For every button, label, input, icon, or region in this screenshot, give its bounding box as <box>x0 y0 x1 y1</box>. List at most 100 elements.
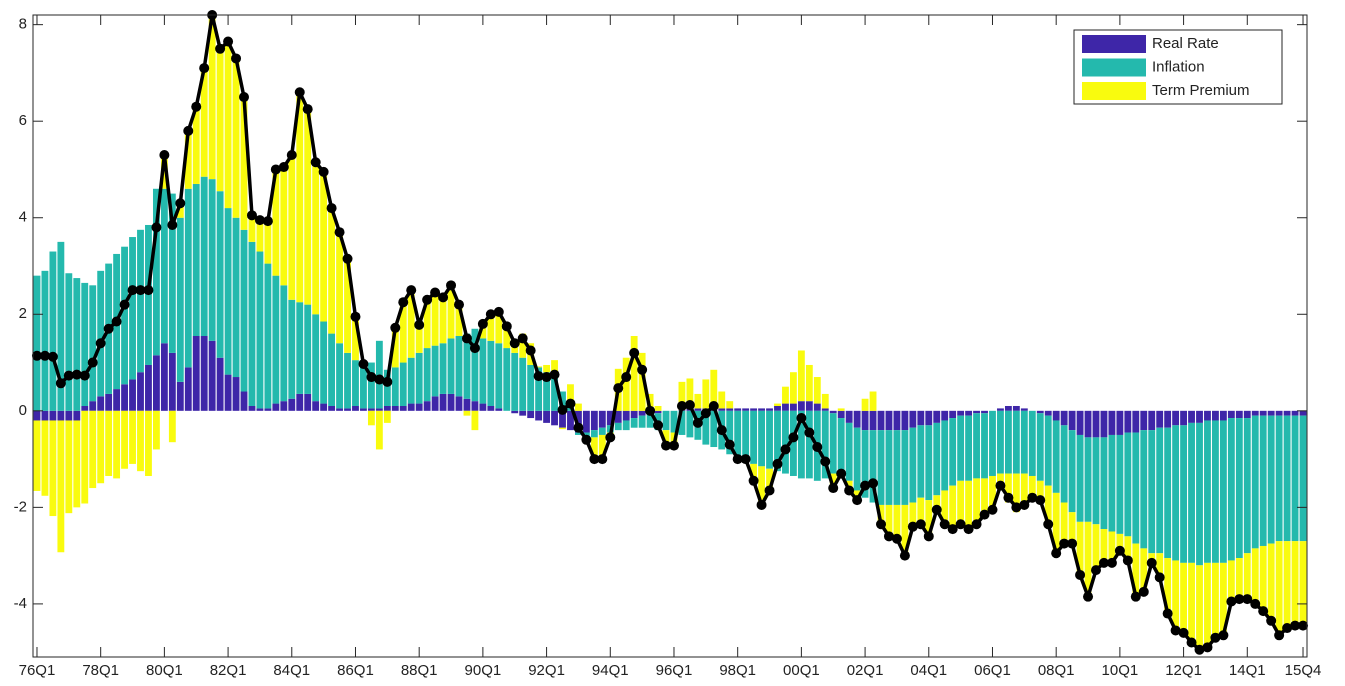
bar-segment <box>575 410 582 433</box>
bar-segment <box>431 292 439 346</box>
total-point <box>1178 627 1189 638</box>
total-point <box>422 294 433 305</box>
total-point <box>597 454 608 465</box>
bar-segment <box>606 410 614 426</box>
bar-segment <box>686 378 694 409</box>
total-point <box>167 219 178 230</box>
bar-segment <box>495 311 503 344</box>
bar-segment <box>957 410 965 416</box>
bar-segment <box>598 410 606 428</box>
bar-segment <box>415 403 423 411</box>
total-point <box>740 454 751 465</box>
bar-segment <box>1156 427 1164 554</box>
total-point <box>565 398 576 409</box>
bar-segment <box>861 430 869 498</box>
bar-segment <box>439 343 447 394</box>
x-tick-label: 82Q1 <box>210 662 247 679</box>
total-point <box>55 378 66 389</box>
bar-segment <box>805 410 813 479</box>
bar-segment <box>336 232 343 344</box>
bar-segment <box>551 410 558 426</box>
bar-segment <box>877 410 885 431</box>
total-point <box>804 427 815 438</box>
bar-segment <box>232 217 240 378</box>
bar-segment <box>1283 541 1291 629</box>
bar-segment <box>137 229 144 373</box>
bar-segment <box>877 430 885 505</box>
total-point <box>955 519 966 530</box>
total-point <box>334 227 345 238</box>
bar-segment <box>845 410 853 423</box>
bar-segment <box>447 338 455 394</box>
bar-segment <box>646 413 654 428</box>
bar-segment <box>280 167 288 286</box>
bar-segment <box>336 408 343 411</box>
total-point <box>31 350 42 361</box>
bar-segment <box>567 384 574 404</box>
bar-segment <box>630 410 638 419</box>
bar-segment <box>909 410 917 428</box>
bar-segment <box>1044 485 1052 525</box>
bar-segment <box>1164 427 1172 559</box>
bar-segment <box>272 169 280 276</box>
bar-segment <box>861 410 869 431</box>
bar-segment <box>360 408 367 411</box>
bar-segment <box>152 410 160 450</box>
bar-segment <box>742 410 750 462</box>
bar-segment <box>535 366 543 368</box>
bar-segment <box>455 396 463 411</box>
bar-segment <box>1267 543 1275 621</box>
bar-segment <box>1148 410 1156 431</box>
bar-segment <box>726 410 734 455</box>
bar-segment <box>41 420 49 496</box>
total-point <box>525 345 536 356</box>
total-point <box>477 318 488 329</box>
bar-segment <box>567 410 574 431</box>
bar-segment <box>129 379 136 411</box>
total-point <box>1242 594 1253 605</box>
bar-segment <box>766 408 773 411</box>
total-point <box>573 422 584 433</box>
bar-segment <box>264 221 272 264</box>
bar-segment <box>1124 410 1132 433</box>
bar-segment <box>821 410 829 479</box>
total-point <box>1226 596 1237 607</box>
bar-segment <box>1044 415 1052 486</box>
total-point <box>143 285 154 296</box>
x-tick-label: 92Q1 <box>528 662 565 679</box>
bar-segment <box>535 410 543 421</box>
total-point <box>621 372 632 383</box>
bar-segment <box>1076 434 1084 522</box>
total-point <box>828 483 839 494</box>
bar-segment <box>917 425 925 498</box>
bar-segment <box>638 352 646 411</box>
total-point <box>95 338 106 349</box>
bar-segment <box>49 251 57 411</box>
total-point <box>390 322 401 333</box>
bar-segment <box>670 410 678 433</box>
bar-segment <box>216 48 224 192</box>
bar-segment <box>519 410 527 416</box>
total-point <box>605 432 616 443</box>
total-point <box>1067 538 1078 549</box>
bar-segment <box>65 273 73 411</box>
bar-segment <box>192 106 200 184</box>
total-point <box>223 36 234 47</box>
bar-segment <box>917 497 925 525</box>
bar-segment <box>511 410 519 414</box>
bar-segment <box>789 410 797 476</box>
bar-segment <box>1204 410 1211 421</box>
bar-segment <box>901 430 909 505</box>
bar-segment <box>925 500 933 537</box>
bar-segment <box>328 208 336 334</box>
bar-segment <box>463 410 471 416</box>
bar-segment <box>176 381 184 411</box>
bar-segment <box>750 408 758 411</box>
x-tick-label: 90Q1 <box>465 662 502 679</box>
bar-segment <box>256 251 264 409</box>
total-point <box>1234 594 1245 605</box>
bar-segment <box>638 410 646 416</box>
bar-segment <box>821 393 829 409</box>
bar-segment <box>145 364 152 411</box>
bar-segment <box>168 193 176 353</box>
